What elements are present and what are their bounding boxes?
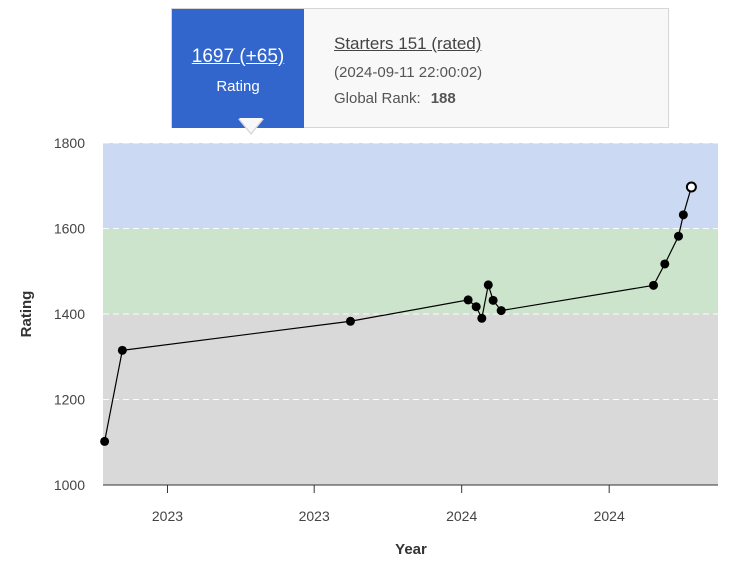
x-tick-label-3: 2024: [594, 508, 625, 524]
rating-band-1: [103, 228, 718, 314]
data-point-0: [100, 436, 110, 446]
grid-lines: [103, 142, 718, 400]
tooltip-rating-panel: 1697 (+65) Rating: [172, 9, 304, 128]
data-point-10: [660, 259, 670, 269]
data-point-4: [471, 302, 481, 312]
rating-line: [104, 186, 692, 442]
tooltip-timestamp: (2024-09-11 22:00:02): [334, 64, 483, 81]
y-tick-label-2: 1400: [54, 306, 85, 322]
y-axis-label: Rating: [18, 291, 35, 338]
data-point-3: [463, 295, 473, 305]
rating-series: [100, 181, 697, 446]
x-tick-label-1: 2023: [299, 508, 330, 524]
rating-band-2: [103, 143, 718, 229]
data-point-7: [488, 295, 498, 305]
data-point-2: [345, 316, 355, 326]
data-point-1: [117, 345, 127, 355]
tooltip-rank: Global Rank: 188: [334, 90, 456, 107]
y-tick-label-4: 1800: [54, 135, 85, 151]
contest-tooltip: 1697 (+65) Rating Starters 151 (rated) (…: [171, 8, 669, 128]
data-point-6: [483, 280, 493, 290]
x-tick-label-2: 2024: [446, 508, 477, 524]
tooltip-rating-value[interactable]: 1697 (+65): [191, 46, 285, 67]
tooltip-arrow: [239, 118, 263, 133]
tooltip-rank-value: 188: [430, 90, 456, 107]
data-point-12: [678, 210, 688, 220]
data-point-11: [674, 231, 684, 241]
data-point-8: [496, 306, 506, 316]
y-tick-label-0: 1000: [54, 477, 85, 493]
x-tick-labels: 2023 2023 2024 2024: [152, 485, 625, 524]
y-tick-label-3: 1600: [54, 221, 85, 237]
data-point-highlighted: [685, 181, 697, 193]
tooltip-rating-label: Rating: [216, 78, 260, 95]
x-tick-label-0: 2023: [152, 508, 183, 524]
data-point-5: [477, 313, 487, 323]
y-tick-labels: 1000 1200 1400 1600 1800: [54, 135, 85, 493]
y-tick-label-1: 1200: [54, 392, 85, 408]
tooltip-rank-label: Global Rank:: [334, 90, 421, 107]
tooltip-contest-link[interactable]: Starters 151 (rated): [334, 34, 482, 53]
x-axis-label: Year: [395, 541, 427, 558]
data-point-9: [649, 280, 659, 290]
